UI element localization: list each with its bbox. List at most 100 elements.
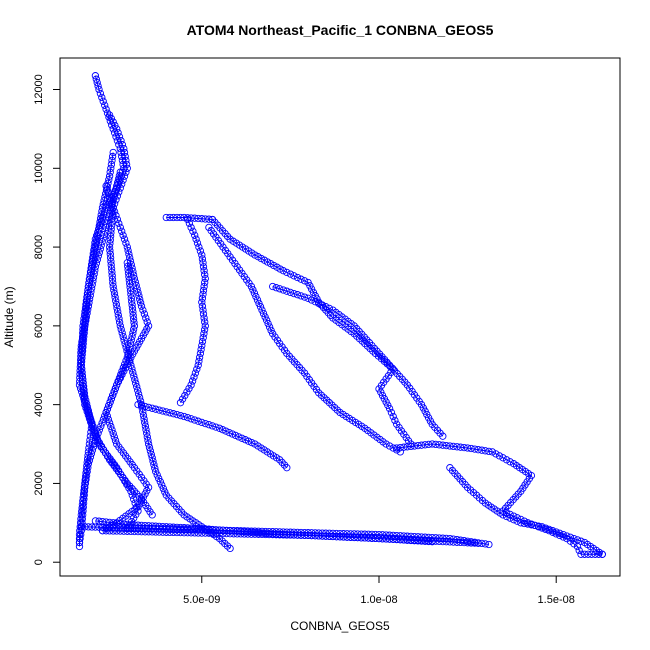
data-point [147,450,155,459]
data-point [90,250,98,258]
data-point [200,267,208,275]
data-point [144,528,153,536]
x-tick-label: 5.0e-09 [183,594,220,606]
data-point [144,440,153,448]
data-point [283,287,291,295]
data-point [463,444,472,452]
data-point [208,422,217,430]
data-point [201,322,209,330]
data-point [250,289,259,297]
data-point [158,481,166,489]
data-point [230,530,238,538]
data-point [148,522,156,530]
data-point [79,499,88,507]
data-point [598,550,606,558]
data-point [244,528,252,536]
data-point [122,156,130,165]
data-point [421,441,429,449]
data-point [87,449,96,458]
data-point [212,529,220,538]
data-point [467,539,475,547]
data-point [195,243,203,251]
data-point [456,536,465,544]
data-point [180,524,188,532]
data-point [79,331,87,339]
data-point [129,311,137,320]
data-point [432,537,440,545]
data-point [80,324,89,332]
data-point [577,537,585,545]
data-point [194,214,202,223]
data-point [122,160,131,169]
data-point [442,538,450,546]
data-point [485,447,493,456]
data-point [87,284,96,292]
data-point [130,495,138,503]
data-point [222,427,230,435]
data-point [400,443,408,451]
data-point [460,443,468,452]
data-point [106,206,115,214]
data-point [124,269,133,277]
data-point [222,529,231,538]
data-point [78,388,86,396]
data-point [389,412,397,421]
data-point [474,539,482,547]
data-point [113,178,122,187]
data-point [76,377,84,386]
data-point [169,528,178,537]
data-point [325,399,334,407]
data-point [77,352,85,360]
data-point [135,393,144,402]
data-point [120,148,129,157]
data-point [114,311,122,319]
data-point [339,533,348,541]
y-tick-label: 4000 [33,392,45,416]
data-point [471,445,479,453]
data-point [149,457,157,465]
data-point [125,250,133,258]
data-point [113,527,121,535]
data-point [185,384,193,393]
data-point [94,429,102,437]
y-tick-label: 2000 [33,471,45,495]
data-point [109,196,117,204]
data-point [307,296,316,304]
data-point [272,284,280,292]
data-point [226,530,234,538]
data-point [119,332,127,341]
data-point [148,454,156,462]
data-point [108,272,116,280]
data-point [251,530,259,538]
data-point [563,532,571,540]
data-point [99,200,107,208]
data-point [424,537,433,546]
data-point [128,301,136,309]
data-point [549,527,557,535]
data-point [91,263,100,271]
data-point [97,422,105,430]
data-point [311,298,319,306]
data-point [198,302,207,310]
data-point [318,301,326,309]
data-point [414,441,422,450]
data-point [244,530,252,538]
data-point [570,534,578,543]
data-point [129,325,138,334]
data-point [478,446,486,454]
data-point [166,213,174,222]
data-point [198,418,206,427]
data-point [107,164,115,172]
data-point [119,364,128,372]
data-point [120,520,128,528]
data-point [205,529,213,537]
data-point [106,254,115,262]
data-point [166,528,174,537]
data-point [104,179,112,187]
data-point [307,531,316,540]
data-point [139,306,147,314]
data-point [130,322,139,330]
data-point [106,398,114,406]
data-point [161,488,169,496]
data-point [350,533,358,542]
